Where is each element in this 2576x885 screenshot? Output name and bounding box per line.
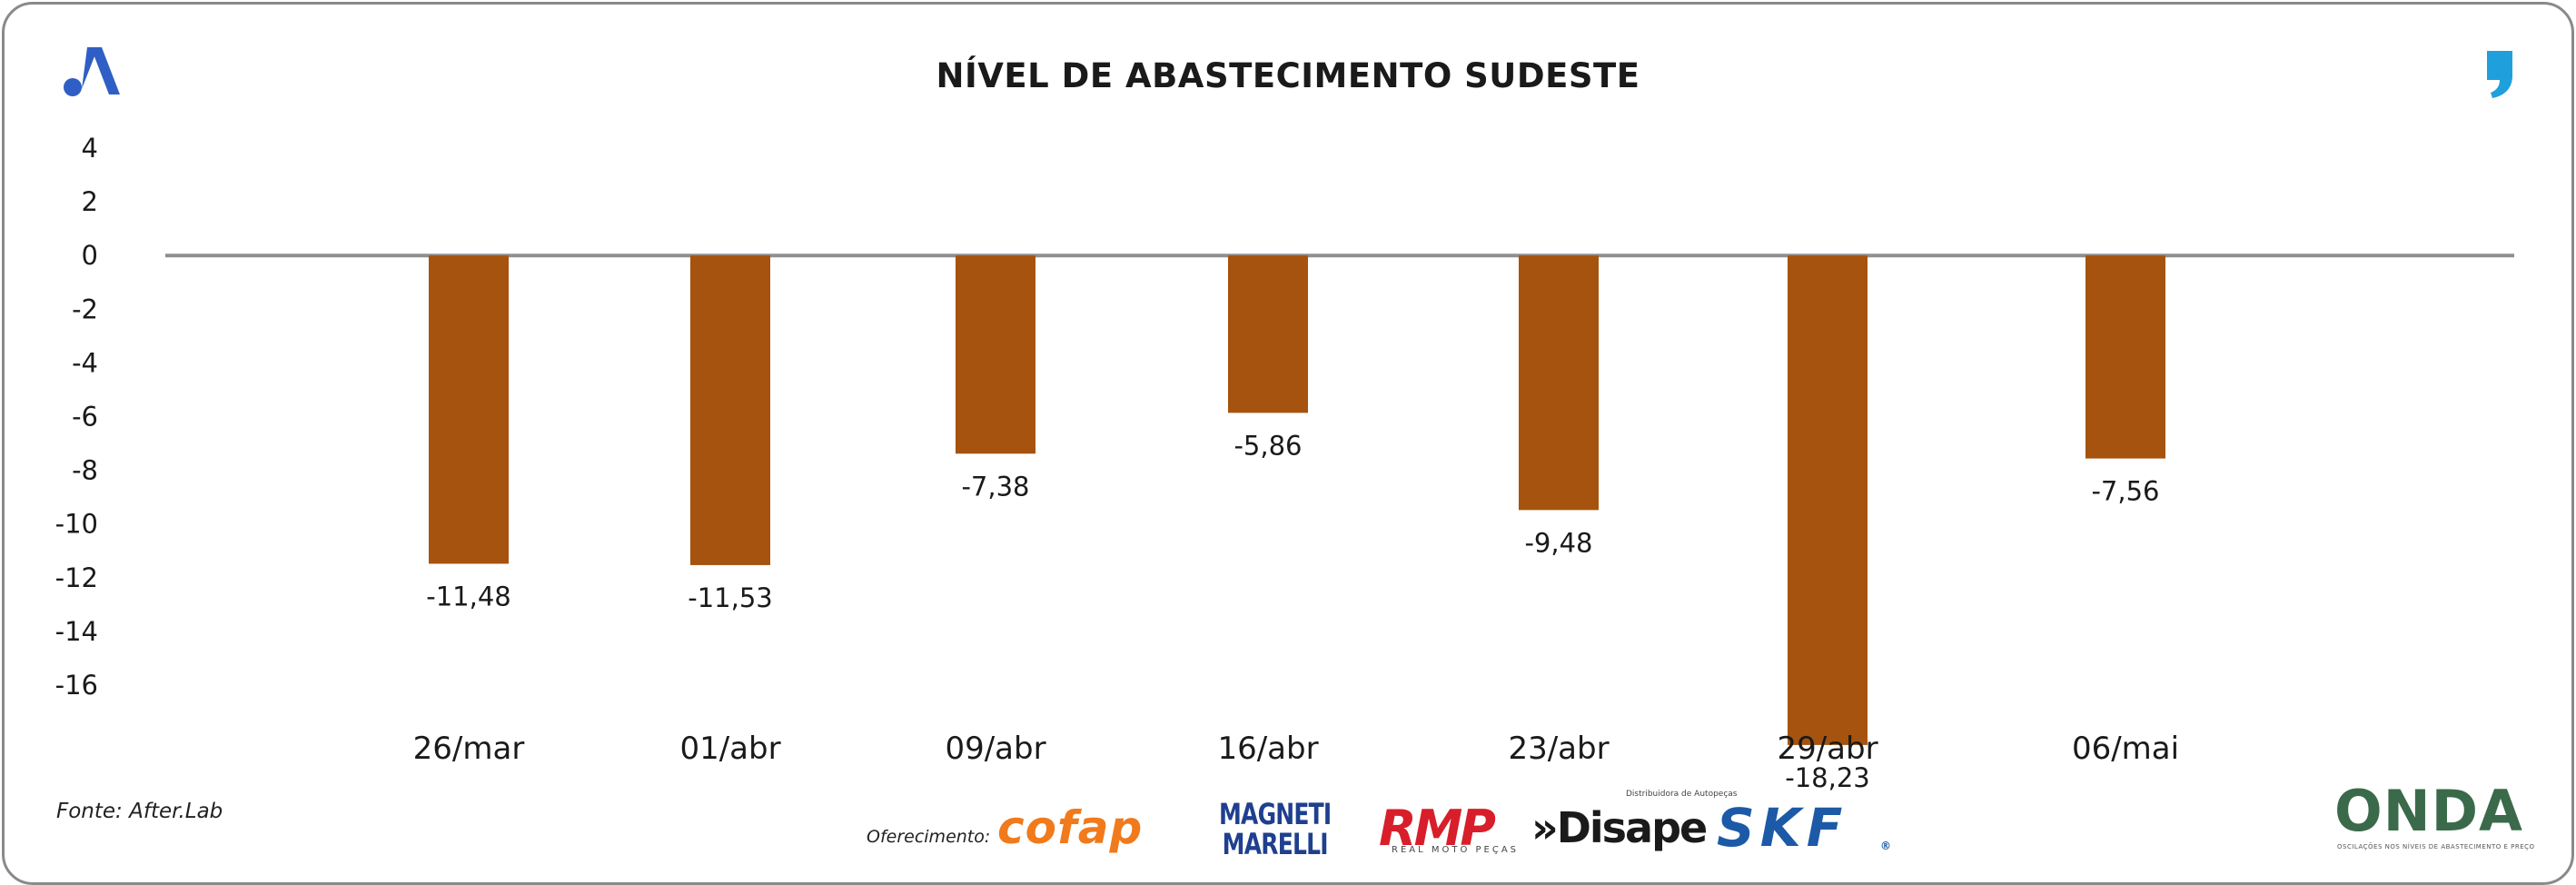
quote-mark-icon [2487,51,2512,98]
bars [429,255,2165,745]
onda-subtitle: OSCILAÇÕES NOS NÍVEIS DE ABASTECIMENTO E… [2337,843,2535,850]
data-label: -11,48 [426,581,511,612]
data-label: -7,38 [961,471,1029,502]
y-tick-label: 4 [82,133,98,164]
x-tick-label: 26/mar [413,731,525,767]
skf-logo: SKF [1717,797,1848,859]
y-tick-label: -16 [55,670,98,701]
y-tick-label: -6 [72,402,98,433]
y-tick-label: 2 [82,186,98,217]
a-brand-icon [64,47,120,96]
bar [1788,255,1868,745]
cofap-logo: cofap [997,801,1144,854]
y-tick-label: -8 [72,455,98,486]
data-label: -5,86 [1234,430,1302,461]
skf-registered-mark: ® [1880,840,1891,852]
bar [956,255,1035,454]
y-tick-label: -4 [72,347,98,378]
sponsor-label: Oferecimento: [867,827,991,847]
y-axis: 4 2 0 -2 -4 -6 -8 -10 -12 -14 -16 [55,133,98,701]
rmp-logo: RMP [1379,800,1496,857]
y-tick-label: -12 [55,562,98,593]
x-tick-label: 01/abr [679,731,780,767]
x-tick-label: 06/mai [2072,731,2179,767]
bar [690,255,770,565]
bar [1228,255,1308,413]
data-label: -7,56 [2091,476,2159,507]
x-tick-label: 09/abr [945,731,1045,767]
y-tick-label: -14 [55,616,98,647]
bar [429,255,509,564]
data-label: -9,48 [1524,527,1592,558]
disape-logo: »Disape [1531,803,1708,852]
disape-subtitle: Distribuidora de Autopeças [1626,790,1738,799]
x-tick-label: 23/abr [1508,731,1609,767]
value-labels: -11,48 -11,53 -7,38 -5,86 -9,48 -18,23 -7,56 [426,430,2159,793]
y-tick-label: 0 [82,240,98,271]
bar [2086,255,2165,459]
magneti-line2: MARELLI [1222,827,1329,861]
y-tick-label: -10 [55,509,98,540]
x-tick-label: 16/abr [1217,731,1318,767]
x-tick-label: 29/abr [1777,731,1878,767]
source-note: Fonte: After.Lab [56,800,223,823]
onda-logo: ONDA [2334,778,2524,844]
x-axis: 26/mar 01/abr 09/abr 16/abr 23/abr 29/abr 06/m… [413,731,2179,767]
magneti-line1: MAGNETI [1219,797,1332,831]
data-label: -18,23 [1785,762,1870,793]
chart-title: NÍVEL DE ABASTECIMENTO SUDESTE [936,56,1640,95]
bar [1519,255,1599,511]
y-tick-label: -2 [72,293,98,324]
rmp-subtitle: REAL MOTO PEÇAS [1392,845,1520,855]
data-label: -11,53 [688,582,773,613]
magneti-marelli-logo: MAGNETI MARELLI [1219,797,1332,861]
